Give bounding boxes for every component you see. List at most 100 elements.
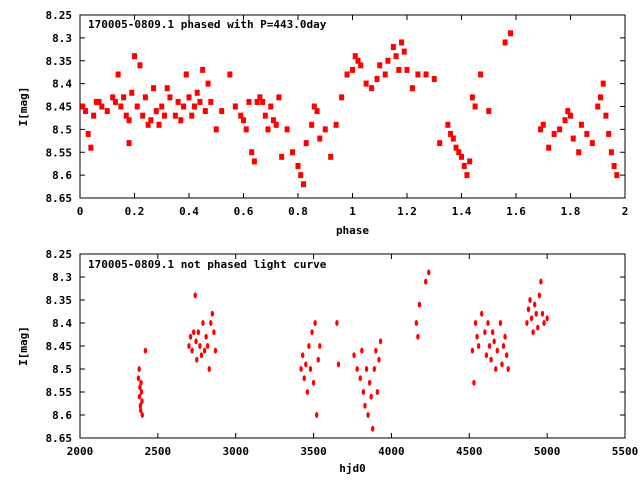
data-point (227, 71, 233, 78)
data-point (279, 153, 285, 160)
data-point (88, 144, 94, 151)
data-point (352, 352, 356, 359)
data-point (295, 162, 301, 169)
data-point (191, 329, 196, 336)
y-tick-label: 8.5 (52, 123, 72, 136)
data-point (118, 103, 124, 110)
data-point (532, 301, 537, 308)
data-point (578, 121, 584, 128)
data-point (546, 144, 552, 151)
data-point (538, 126, 544, 133)
data-point (363, 80, 369, 87)
data-point (459, 153, 464, 160)
data-point (366, 412, 370, 418)
data-point (597, 94, 603, 101)
data-point (246, 98, 252, 105)
data-point (427, 269, 431, 276)
data-point (138, 402, 143, 409)
x-tick-label: 3000 (222, 445, 249, 458)
data-point (313, 320, 317, 326)
data-point (469, 94, 475, 101)
data-point (137, 62, 143, 69)
data-point (194, 338, 198, 345)
data-point (189, 112, 195, 119)
data-point (145, 121, 151, 128)
data-point (396, 66, 402, 73)
y-tick-label: 8.55 (46, 386, 73, 399)
data-point (378, 338, 383, 345)
data-point (589, 140, 595, 147)
data-point (382, 71, 388, 78)
data-point (270, 117, 276, 124)
data-point (478, 71, 484, 78)
x-tick-label: 4000 (378, 445, 405, 458)
data-point (142, 94, 148, 101)
y-tick-label: 8.6 (52, 409, 72, 422)
data-point (360, 347, 364, 354)
plot-frame (79, 253, 626, 439)
x-tick-label: 0.8 (288, 205, 308, 218)
data-point (198, 343, 202, 349)
data-point (164, 85, 170, 92)
data-point (126, 117, 132, 124)
data-point (385, 57, 391, 64)
data-point (494, 366, 498, 372)
x-tick-label: 0 (77, 205, 84, 218)
data-point (316, 356, 320, 363)
data-point (197, 98, 203, 105)
data-point (172, 112, 178, 119)
data-point (140, 112, 146, 119)
data-point (139, 389, 144, 395)
data-point (249, 149, 255, 156)
data-point (355, 57, 361, 64)
x-tick-label: 1.4 (452, 205, 472, 218)
y-tick-label: 8.55 (46, 146, 73, 159)
data-point (310, 329, 314, 336)
data-point (265, 126, 271, 133)
data-point (568, 112, 573, 119)
data-point (243, 126, 249, 133)
data-point (470, 347, 475, 354)
data-point (525, 320, 529, 326)
data-point (298, 172, 304, 179)
data-point (498, 320, 503, 326)
x-tick-label: 1.8 (561, 205, 581, 218)
x-tick-label: 5500 (612, 445, 639, 458)
x-tick-label: 0.6 (234, 205, 254, 218)
data-point (540, 121, 546, 128)
data-point (309, 121, 315, 128)
data-point (208, 98, 214, 105)
data-point (476, 343, 481, 349)
data-point (339, 94, 345, 101)
data-point (472, 103, 478, 110)
data-point (576, 149, 582, 156)
data-point (262, 112, 268, 119)
data-point (502, 39, 508, 46)
data-point (606, 130, 612, 137)
data-point (318, 343, 322, 349)
x-tick-label: 0.2 (125, 205, 145, 218)
data-point (132, 53, 137, 60)
data-point (600, 80, 606, 87)
data-point (531, 329, 535, 336)
data-point (562, 117, 568, 124)
data-point (437, 140, 443, 147)
data-point (369, 85, 375, 92)
data-point (80, 103, 86, 110)
data-point (257, 94, 263, 101)
data-point (148, 117, 154, 124)
data-point (300, 181, 306, 188)
data-point (445, 121, 451, 128)
data-point (139, 379, 143, 386)
x-tick-label: 1.6 (506, 205, 526, 218)
chart-title: 170005-0809.1 phased with P=443.0day (88, 18, 327, 31)
data-point (110, 94, 116, 101)
data-point (161, 112, 167, 119)
y-tick-label: 8.35 (46, 294, 73, 307)
y-tick-label: 8.3 (52, 32, 72, 45)
data-point (448, 130, 454, 137)
data-point (500, 361, 504, 368)
data-point (545, 315, 549, 322)
data-point (238, 112, 244, 119)
data-point (85, 130, 91, 137)
